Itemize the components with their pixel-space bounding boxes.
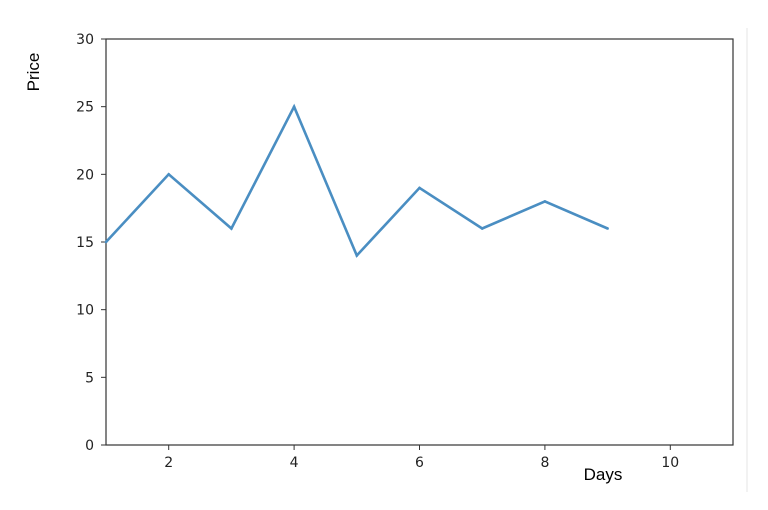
x-tick-label: 8 bbox=[540, 455, 549, 471]
data-point bbox=[418, 186, 421, 190]
data-point bbox=[230, 227, 233, 230]
y-tick-label: 5 bbox=[85, 370, 94, 386]
y-tick-label: 0 bbox=[85, 438, 94, 454]
data-point bbox=[543, 200, 547, 203]
x-axis-ticks: 2 4 6 8 10 bbox=[164, 445, 679, 471]
x-tick-label: 6 bbox=[415, 455, 424, 471]
x-tick-label: 4 bbox=[290, 455, 299, 471]
x-tick-label: 10 bbox=[661, 455, 679, 471]
y-axis-title: Price bbox=[24, 53, 43, 92]
y-tick-label: 15 bbox=[76, 235, 94, 251]
data-point bbox=[292, 105, 296, 108]
y-tick-label: 10 bbox=[76, 303, 94, 319]
data-point bbox=[480, 227, 484, 230]
data-point bbox=[167, 173, 170, 176]
y-tick-label: 25 bbox=[76, 100, 94, 116]
x-tick-label: 2 bbox=[164, 455, 173, 471]
data-point bbox=[355, 254, 359, 257]
y-tick-label: 20 bbox=[76, 167, 94, 183]
data-point bbox=[104, 240, 108, 244]
x-axis-title: Days bbox=[584, 465, 623, 484]
y-axis-ticks: 0 5 10 15 20 25 30 bbox=[76, 32, 106, 454]
y-tick-label: 30 bbox=[76, 32, 94, 48]
data-point bbox=[606, 227, 609, 230]
series-layer bbox=[104, 103, 609, 258]
